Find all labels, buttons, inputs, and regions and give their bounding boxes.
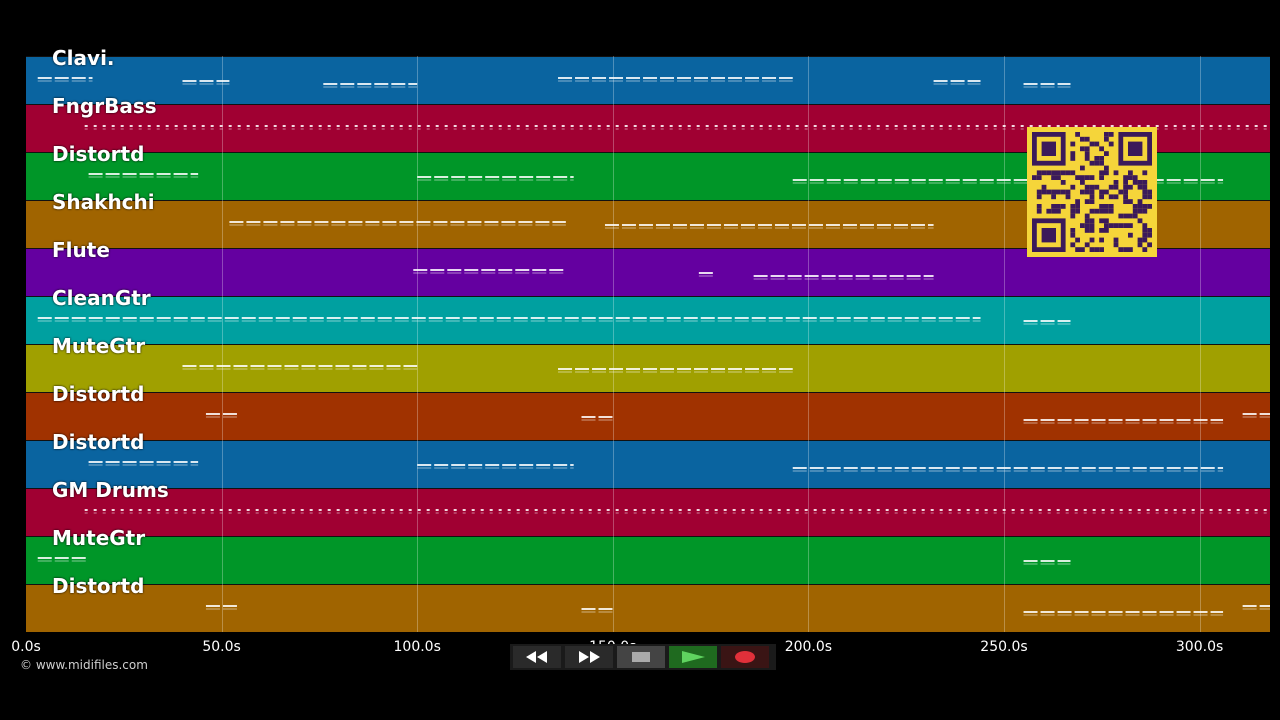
track-lane: MuteGtr <box>26 334 1270 392</box>
time-gridline <box>221 56 223 632</box>
track-label: Flute <box>52 238 110 262</box>
time-tick-label: 300.0s <box>1175 639 1224 655</box>
time-tick-label: 100.0s <box>393 639 441 655</box>
track-lane: Distortd <box>26 382 1270 440</box>
time-tick-label: 0.0s <box>11 639 41 655</box>
rewind-button[interactable] <box>513 646 561 668</box>
note-segments <box>37 557 1071 565</box>
transport-controls <box>510 644 776 670</box>
track-label: Distortd <box>52 574 145 598</box>
stop-icon <box>632 652 650 662</box>
time-gridline <box>417 56 419 632</box>
qr-pattern <box>1032 132 1152 252</box>
note-segments <box>84 509 1270 514</box>
track-lane: Distortd <box>26 574 1270 632</box>
stop-button[interactable] <box>617 646 665 668</box>
note-segments <box>37 77 1071 88</box>
track-label: Clavi. <box>52 46 115 70</box>
track-lane: GM Drums <box>26 478 1270 536</box>
track-label: CleanGtr <box>52 286 151 310</box>
time-tick-label: 250.0s <box>980 639 1028 655</box>
track-lane: CleanGtr <box>26 286 1270 344</box>
track-label: Shakhchi <box>52 190 155 214</box>
track-label: Distortd <box>52 382 145 406</box>
time-gridline <box>612 56 614 632</box>
play-icon <box>682 651 705 663</box>
note-segments <box>205 413 1270 424</box>
note-segments <box>413 269 934 280</box>
track-label: Distortd <box>52 430 145 454</box>
time-tick-label: 50.0s <box>202 639 241 655</box>
time-gridline <box>1003 56 1005 632</box>
track-label: GM Drums <box>52 478 169 502</box>
copyright-text: © www.midifiles.com <box>20 658 148 672</box>
note-segments <box>37 317 1071 325</box>
note-segments <box>229 221 934 229</box>
track-lane: MuteGtr <box>26 526 1270 584</box>
record-button[interactable] <box>721 646 769 668</box>
time-tick-label: 200.0s <box>784 639 833 655</box>
track-label: FngrBass <box>52 94 157 118</box>
track-label: MuteGtr <box>52 526 146 550</box>
rewind-icon <box>526 651 547 663</box>
time-gridline <box>1199 56 1201 632</box>
time-gridline <box>808 56 810 632</box>
track-lane: Distortd <box>26 430 1270 488</box>
track-label: MuteGtr <box>52 334 146 358</box>
track-label: Distortd <box>52 142 145 166</box>
note-segments <box>88 461 1224 472</box>
qr-code <box>1027 127 1157 257</box>
note-segments <box>182 365 793 373</box>
fast-forward-icon <box>579 651 600 663</box>
play-button[interactable] <box>669 646 717 668</box>
record-icon <box>735 651 755 663</box>
track-lane: Clavi. <box>26 46 1270 104</box>
note-segments <box>205 605 1270 616</box>
fast-forward-button[interactable] <box>565 646 613 668</box>
